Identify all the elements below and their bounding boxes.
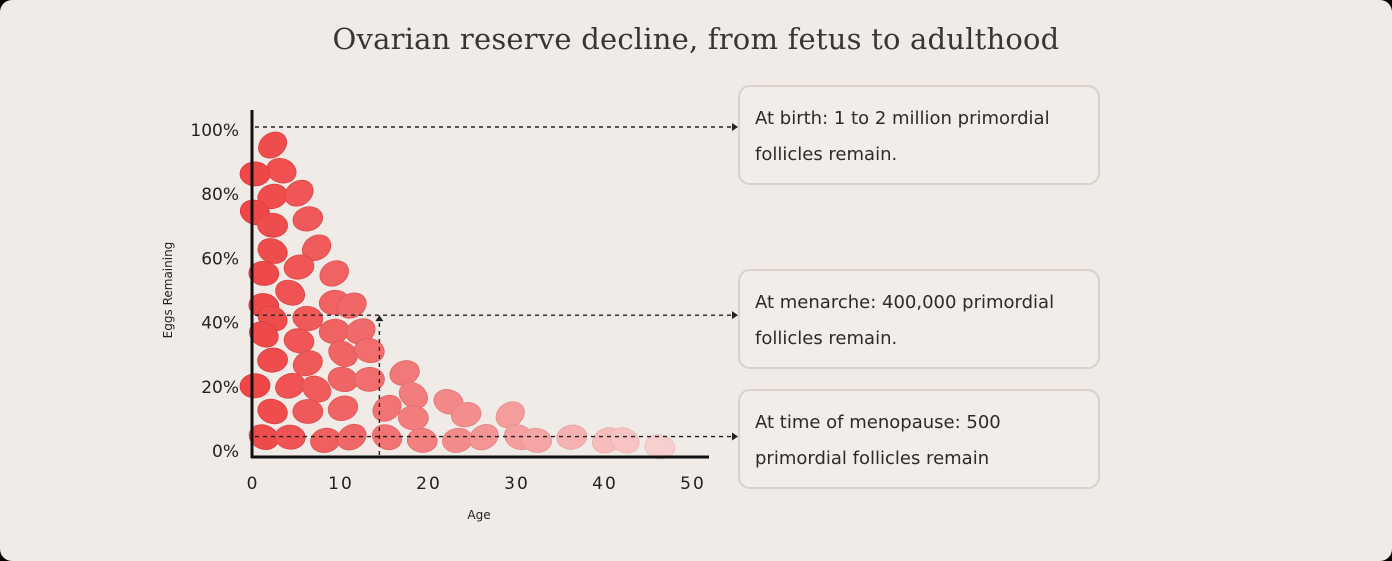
egg-point [292, 399, 324, 424]
y-axis-label: Eggs Remaining [161, 242, 175, 339]
egg-point [319, 260, 349, 287]
egg-point [336, 292, 367, 319]
egg-point [328, 340, 358, 367]
egg-point [266, 158, 297, 184]
egg-point [398, 405, 429, 431]
x-tick-label: 20 [416, 474, 442, 494]
x-axis-label: Age [467, 508, 490, 522]
egg-point [354, 366, 385, 392]
egg-point [292, 350, 323, 377]
egg-point [556, 424, 588, 450]
guide-menarche-arrow [732, 311, 738, 320]
y-tick-label: 80% [201, 185, 239, 205]
egg-point [301, 375, 332, 403]
egg-points [239, 131, 676, 460]
egg-point [521, 427, 552, 453]
callout-menarche-text: At menarche: 400,000 primordial follicle… [755, 292, 1055, 349]
chart-title: Ovarian reserve decline, from fetus to a… [332, 22, 1060, 56]
egg-point [354, 337, 385, 364]
egg-point [258, 131, 288, 159]
egg-point [398, 382, 428, 409]
egg-point [609, 427, 640, 454]
egg-point [257, 398, 288, 425]
guide-menarche-up-arrow [375, 315, 384, 322]
egg-point [248, 261, 280, 286]
x-tick-label: 10 [328, 474, 354, 494]
y-tick-label: 0% [212, 442, 239, 462]
egg-point [450, 402, 482, 428]
x-tick-labels: 0 10 20 30 40 50 [247, 474, 706, 494]
y-tick-label: 60% [201, 249, 239, 269]
y-tick-label: 40% [201, 314, 239, 334]
egg-point [257, 212, 288, 238]
egg-point [469, 424, 499, 451]
x-tick-label: 50 [680, 474, 706, 494]
egg-point [644, 434, 676, 460]
guide-menopause-arrow [732, 432, 738, 441]
egg-point [406, 427, 438, 453]
callout-menopause-text: At time of menopause: 500 primordial fol… [755, 412, 1001, 469]
y-tick-label: 100% [190, 121, 239, 141]
x-tick-label: 40 [592, 474, 618, 494]
egg-point [327, 395, 359, 421]
egg-point [283, 254, 315, 280]
callout-birth: At birth: 1 to 2 million primordial foll… [738, 85, 1100, 185]
callout-menopause: At time of menopause: 500 primordial fol… [738, 389, 1100, 489]
guide-birth-arrow [732, 123, 738, 131]
egg-point [239, 373, 271, 399]
egg-point [284, 179, 314, 207]
egg-point [275, 279, 306, 306]
egg-point [292, 206, 324, 232]
y-tick-label: 20% [201, 378, 239, 398]
x-tick-label: 30 [504, 474, 530, 494]
y-tick-labels: 0% 20% 40% 60% 80% 100% [190, 121, 239, 462]
guide-lines [255, 123, 738, 455]
egg-point [257, 347, 288, 373]
callout-birth-text: At birth: 1 to 2 million primordial foll… [755, 108, 1050, 165]
egg-point [239, 161, 271, 187]
x-tick-label: 0 [247, 474, 260, 494]
callout-menarche: At menarche: 400,000 primordial follicle… [738, 269, 1100, 369]
egg-point [283, 328, 315, 354]
